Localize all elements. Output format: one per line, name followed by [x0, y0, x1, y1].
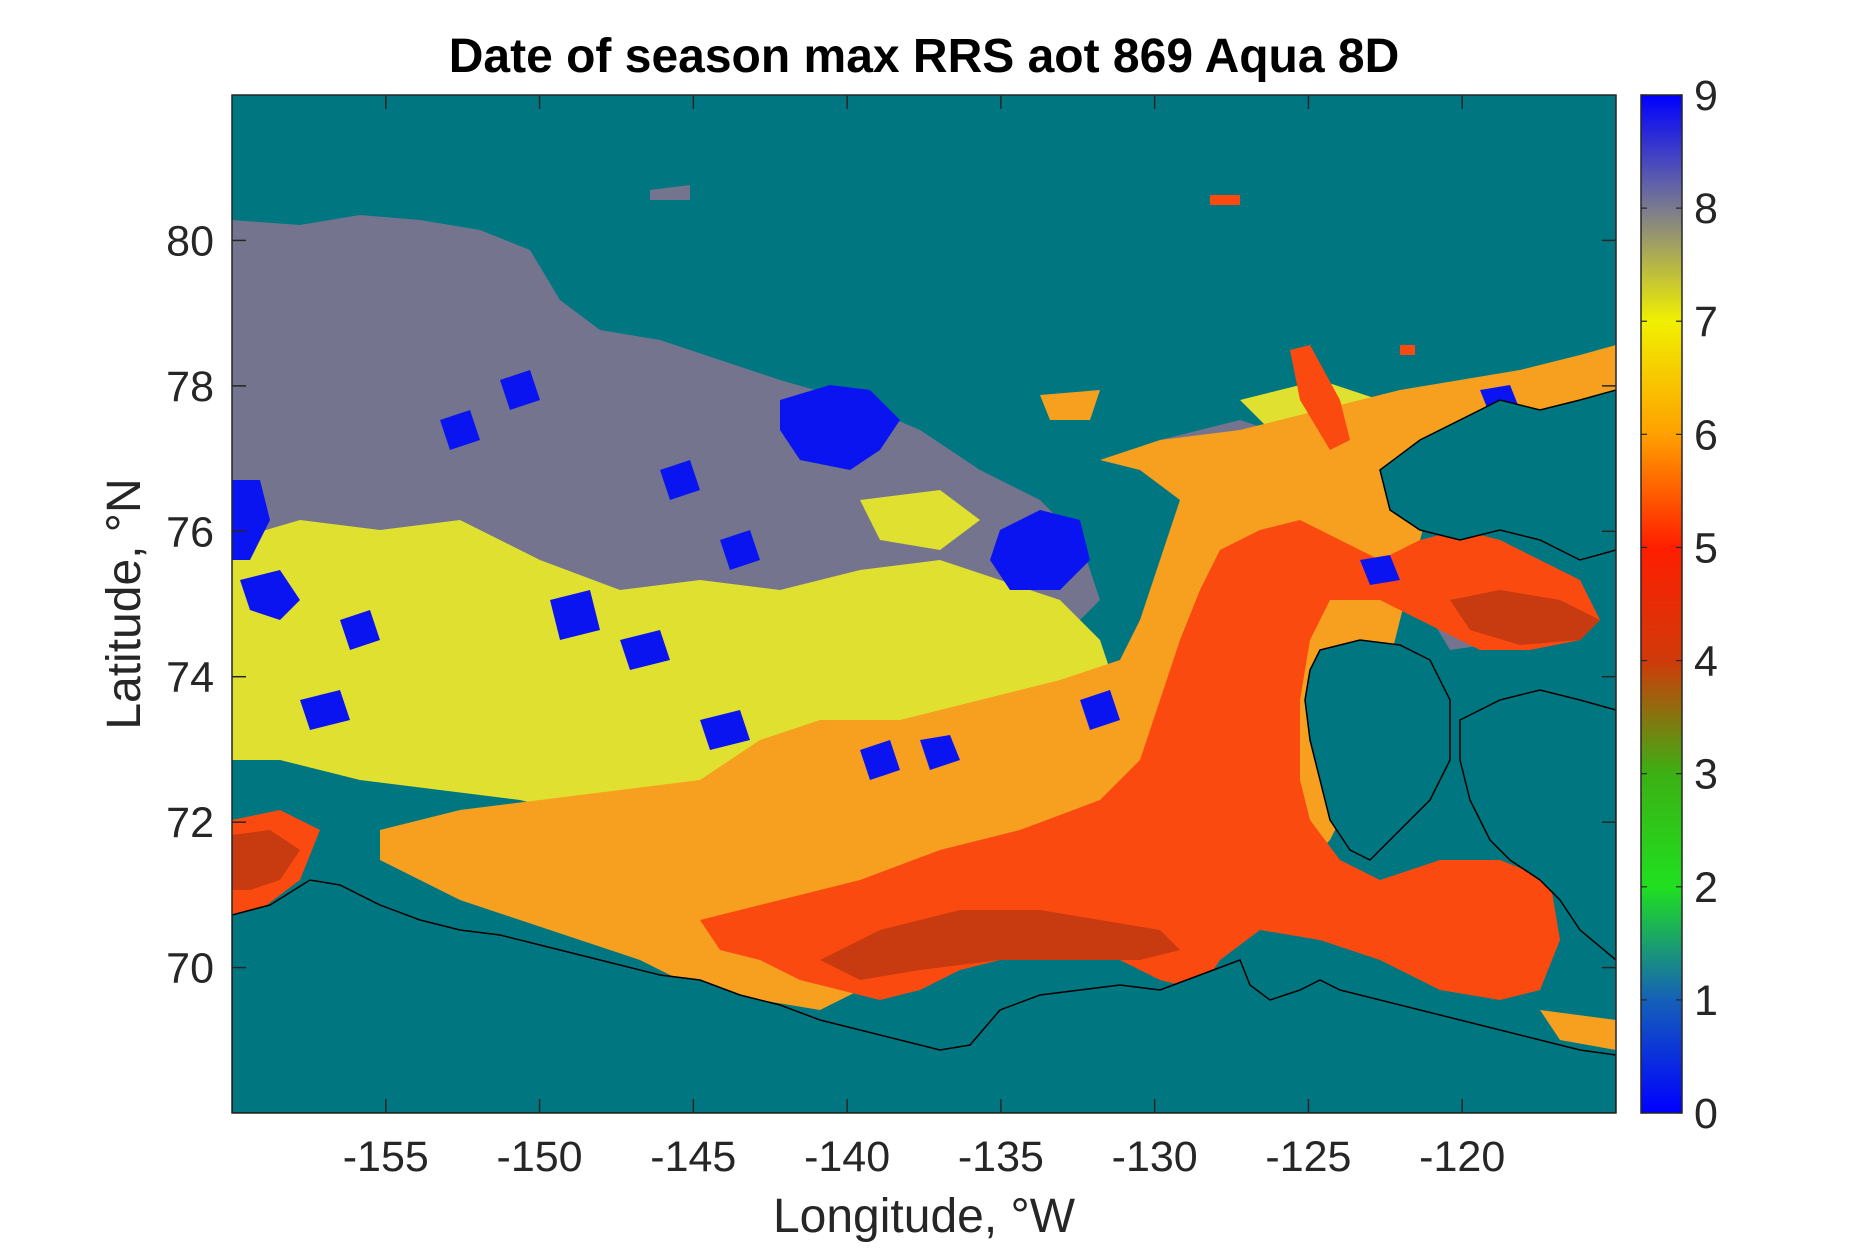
land-areas	[232, 389, 1616, 1113]
colorbar-tick-label: 8	[1694, 185, 1718, 233]
x-tick-label: -130	[1112, 1133, 1198, 1181]
colorbar-tick-label: 2	[1694, 864, 1718, 912]
x-tick-label: -120	[1419, 1133, 1505, 1181]
y-tick-label: 76	[166, 508, 214, 556]
y-tick-label: 70	[166, 945, 214, 993]
x-axis-label: Longitude, °W	[773, 1190, 1076, 1243]
y-axis: 70 72 74 76 78 80	[166, 217, 1616, 993]
colorbar-tick-label: 3	[1694, 751, 1718, 799]
colorbar: 0 1 2 3 4 5 6 7 8 9	[1640, 72, 1718, 1138]
colorbar-tick-label: 4	[1694, 638, 1718, 686]
map-plot	[232, 95, 1616, 1113]
colorbar-tick-label: 6	[1694, 411, 1718, 459]
y-tick-label: 80	[166, 217, 214, 265]
victoria-island	[1459, 689, 1616, 961]
colorbar-tick-label: 9	[1694, 72, 1718, 120]
colorbar-tick-label: 5	[1694, 524, 1718, 572]
x-tick-label: -155	[343, 1133, 429, 1181]
colorbar-gradient	[1640, 94, 1683, 1114]
colorbar-tick-label: 7	[1694, 298, 1718, 346]
y-axis-label: Latitude, °N	[98, 478, 151, 729]
colorbar-tick-label: 1	[1694, 977, 1718, 1025]
x-tick-label: -145	[650, 1133, 736, 1181]
plot-frame	[231, 94, 1617, 1114]
x-tick-label: -150	[497, 1133, 583, 1181]
mainland-coast	[232, 879, 1616, 1113]
colorbar-ticks: 0 1 2 3 4 5 6 7 8 9	[1641, 72, 1718, 1138]
region-value-9	[232, 370, 1520, 780]
chart-title: Date of season max RRS aot 869 Aqua 8D	[449, 30, 1400, 83]
x-tick-label: -140	[804, 1133, 890, 1181]
y-tick-label: 78	[166, 363, 214, 411]
prince-patrick-island	[1379, 389, 1616, 561]
y-tick-label: 74	[166, 654, 214, 702]
x-axis: -155 -150 -145 -140 -135 -130 -125 -120	[343, 95, 1505, 1181]
region-value-4	[232, 590, 1600, 980]
x-tick-label: -125	[1265, 1133, 1351, 1181]
x-tick-label: -135	[958, 1133, 1044, 1181]
colorbar-tick-label: 0	[1694, 1090, 1718, 1138]
banks-island	[1304, 639, 1451, 861]
y-tick-label: 72	[166, 799, 214, 847]
